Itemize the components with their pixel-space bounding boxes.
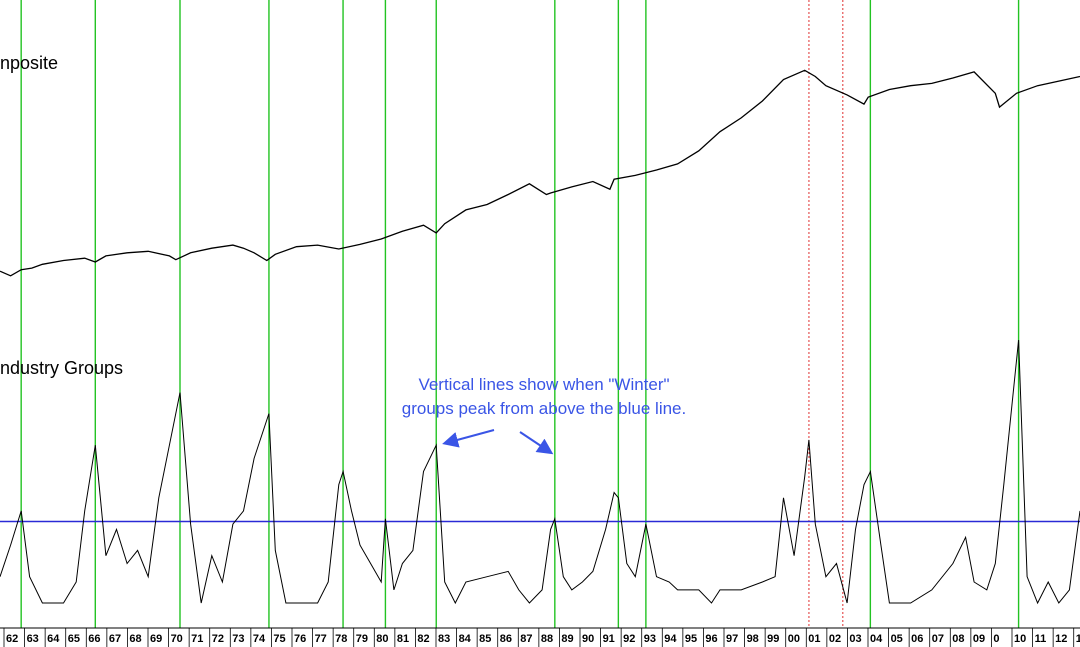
x-tick-label-3: 65: [68, 633, 80, 645]
x-tick-label-26: 88: [541, 633, 553, 645]
x-tick-label-2: 64: [47, 633, 60, 645]
x-tick-label-41: 03: [849, 633, 861, 645]
x-tick-label-23: 85: [479, 633, 491, 645]
x-tick-label-29: 91: [603, 633, 615, 645]
annotation-arrow-left: [442, 429, 495, 448]
x-tick-label-46: 08: [952, 633, 964, 645]
x-tick-label-15: 77: [315, 633, 327, 645]
x-tick-label-11: 73: [232, 633, 244, 645]
x-tick-label-30: 92: [623, 633, 635, 645]
x-tick-label-21: 83: [438, 633, 450, 645]
x-tick-label-24: 86: [500, 633, 512, 645]
x-tick-label-22: 84: [459, 633, 472, 645]
x-tick-label-28: 90: [582, 633, 594, 645]
x-tick-label-40: 02: [829, 633, 841, 645]
x-tick-label-44: 06: [911, 633, 923, 645]
x-tick-label-31: 93: [644, 633, 656, 645]
annotation-line-1: Vertical lines show when "Winter": [418, 375, 669, 394]
x-tick-label-52: 1: [1076, 633, 1080, 645]
x-tick-label-16: 78: [335, 633, 347, 645]
x-tick-label-6: 68: [129, 633, 141, 645]
annotation-line-2: groups peak from above the blue line.: [402, 399, 686, 418]
annotation-arrow-right: [519, 431, 554, 455]
x-tick-label-5: 67: [109, 633, 121, 645]
composite-series-line: [0, 69, 1080, 277]
x-tick-label-7: 69: [150, 633, 162, 645]
x-tick-label-34: 96: [705, 633, 717, 645]
top-panel-title: nposite: [0, 53, 58, 73]
x-tick-label-17: 79: [356, 633, 368, 645]
x-tick-label-43: 05: [891, 633, 903, 645]
x-tick-label-8: 70: [171, 633, 183, 645]
x-tick-label-35: 97: [726, 633, 738, 645]
series-layer: [0, 69, 1080, 605]
x-tick-label-1: 63: [27, 633, 39, 645]
x-tick-label-42: 04: [870, 633, 883, 645]
x-tick-label-19: 81: [397, 633, 409, 645]
x-tick-label-37: 99: [767, 633, 779, 645]
marker-layer: [20, 0, 1020, 628]
x-axis: 62 63 64 65 66 67 68 69 70 71 72 73 74 75 76 77 78 79 80 81…: [0, 627, 1080, 647]
x-tick-label-32: 94: [664, 633, 677, 645]
x-tick-label-18: 80: [376, 633, 388, 645]
x-tick-label-33: 95: [685, 633, 697, 645]
x-tick-label-4: 66: [88, 633, 100, 645]
x-tick-label-0: 62: [6, 633, 18, 645]
x-tick-label-38: 00: [788, 633, 800, 645]
bottom-panel-title: ndustry Groups: [0, 358, 123, 378]
x-tick-label-10: 72: [212, 633, 224, 645]
x-tick-label-36: 98: [747, 633, 759, 645]
x-tick-label-12: 74: [253, 633, 266, 645]
x-tick-label-45: 07: [932, 633, 944, 645]
industry-groups-series-line: [0, 339, 1080, 605]
x-tick-label-39: 01: [808, 633, 820, 645]
x-tick-label-25: 87: [520, 633, 532, 645]
x-tick-label-27: 89: [561, 633, 573, 645]
x-tick-label-20: 82: [417, 633, 429, 645]
x-tick-label-50: 11: [1035, 633, 1047, 645]
x-tick-label-13: 75: [273, 633, 285, 645]
x-tick-label-48: 0: [993, 633, 999, 645]
annotation-arrows: [442, 429, 554, 455]
x-tick-label-14: 76: [294, 633, 306, 645]
x-tick-label-9: 71: [191, 633, 203, 645]
x-tick-label-51: 12: [1055, 633, 1067, 645]
x-tick-label-49: 10: [1014, 633, 1026, 645]
x-tick-label-47: 09: [973, 633, 985, 645]
